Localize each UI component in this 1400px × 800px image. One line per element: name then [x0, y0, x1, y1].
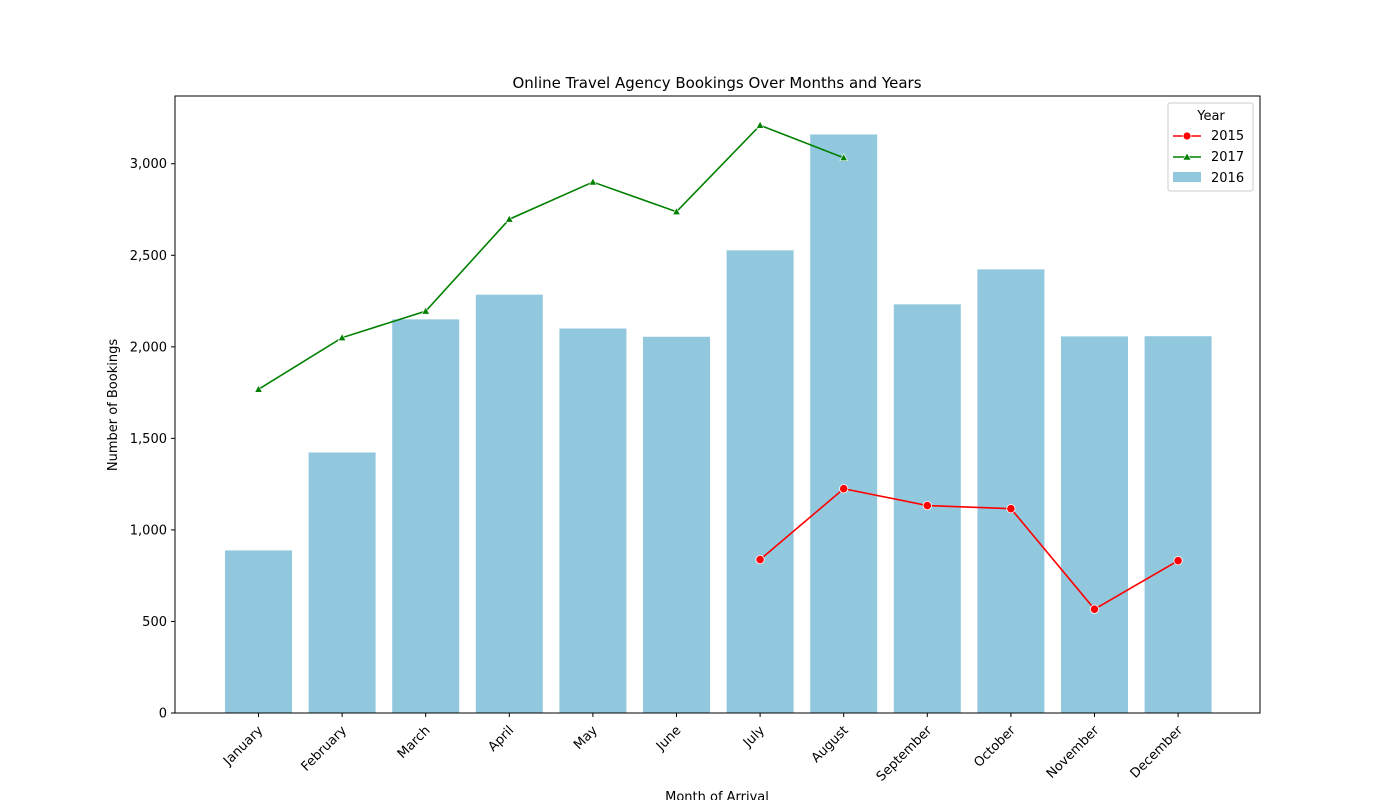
- y-tick-label: 1,000: [130, 523, 167, 538]
- point-2017-february: [337, 333, 347, 341]
- chart-title: Online Travel Agency Bookings Over Month…: [512, 74, 921, 92]
- bar-group: [225, 134, 1212, 714]
- y-axis-label: Number of Bookings: [106, 339, 121, 471]
- bar-2016-november: [1061, 336, 1128, 713]
- bar-2016-april: [475, 294, 543, 713]
- bar-2016-may: [559, 328, 627, 713]
- point-2017-july: [755, 120, 765, 129]
- y-tick-label: 0: [159, 707, 167, 722]
- legend-title: Year: [1196, 109, 1225, 124]
- bar-2016-october: [977, 269, 1045, 713]
- legend-label-2017: 2017: [1211, 150, 1244, 165]
- plot-frame: [174, 95, 1261, 714]
- x-tick-label-october: October: [971, 723, 1019, 771]
- bar-2016-july: [726, 250, 794, 713]
- point-2015-october: [1006, 504, 1016, 514]
- bar-2016-january: [225, 550, 292, 713]
- point-2017-june: [672, 207, 681, 216]
- x-tick-label-may: May: [571, 723, 601, 753]
- y-tick-label: 1,500: [130, 432, 167, 447]
- x-tick-label-january: January: [220, 723, 266, 769]
- y-tick-label: 500: [142, 615, 167, 630]
- x-axis: January February March April May June July Augu…: [220, 713, 1186, 785]
- point-2017-april: [504, 214, 514, 223]
- x-axis-label: Month of Arrival: [665, 790, 769, 800]
- line-2017: [258, 124, 844, 390]
- point-2017-march: [421, 306, 431, 315]
- line-2015: [759, 487, 1179, 611]
- x-tick-label-november: November: [1044, 723, 1103, 782]
- point-2015-september: [922, 500, 932, 511]
- x-tick-label-april: April: [486, 723, 518, 755]
- x-tick-label-march: March: [395, 723, 434, 762]
- x-tick-label-june: June: [653, 723, 684, 754]
- y-tick-label: 2,000: [130, 340, 167, 355]
- point-2017-may: [588, 177, 598, 186]
- point-2015-november: [1089, 604, 1100, 614]
- x-tick-label-february: February: [299, 723, 351, 775]
- legend-swatch-2016: [1173, 172, 1201, 182]
- point-2015-december: [1173, 556, 1183, 566]
- legend: Year 2015 2017 2016: [1167, 102, 1254, 192]
- bar-2016-august: [810, 134, 878, 714]
- legend-label-2016: 2016: [1211, 171, 1244, 186]
- y-axis: 0 500 1,000 1,500 2,000 2,500 3,000: [130, 157, 175, 722]
- point-2017-august: [839, 153, 849, 161]
- point-2017-january: [254, 384, 263, 393]
- x-tick-label-september: September: [874, 723, 936, 785]
- legend-marker-2015: [1182, 131, 1192, 141]
- x-tick-label-july: July: [740, 723, 768, 751]
- point-2015-july: [755, 554, 765, 565]
- bar-2016-february: [308, 452, 376, 713]
- point-2015-august: [839, 484, 849, 494]
- legend-frame: [1167, 102, 1254, 192]
- y-tick-label: 2,500: [130, 249, 167, 264]
- line-group: [254, 120, 1183, 614]
- bar-2016-june: [643, 336, 710, 713]
- x-tick-label-december: December: [1128, 723, 1187, 782]
- bar-2016-march: [392, 319, 460, 713]
- bar-2016-december: [1144, 336, 1212, 713]
- x-tick-label-august: August: [809, 723, 852, 766]
- legend-label-2015: 2015: [1211, 129, 1244, 144]
- legend-marker-2017: [1182, 152, 1192, 161]
- y-tick-label: 3,000: [130, 157, 167, 172]
